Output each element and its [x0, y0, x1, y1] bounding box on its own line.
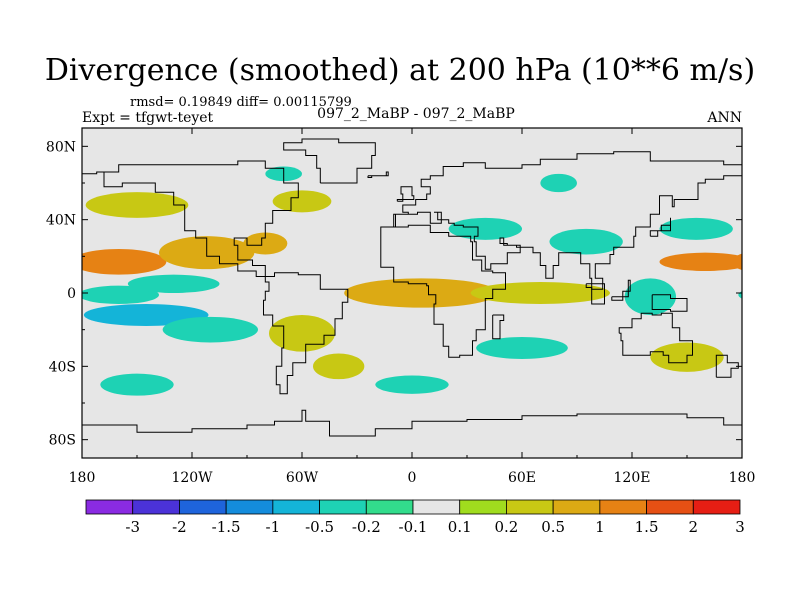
contour-blob — [269, 315, 335, 352]
contour-blob — [127, 274, 220, 294]
contour-blob — [659, 217, 733, 240]
colorbar-label: 3 — [735, 518, 745, 536]
colorbar-label: -0.1 — [399, 518, 428, 536]
season-label: ANN — [707, 110, 742, 126]
y-axis: 80N 40N 0 40S 80S — [46, 139, 742, 449]
x-tick-label: 60W — [286, 470, 319, 486]
contour-blob — [746, 192, 800, 218]
chart-title: Divergence (smoothed) at 200 hPa (10**6 … — [44, 53, 756, 88]
colorbar-label: -1.5 — [212, 518, 241, 536]
contour-blob — [82, 249, 167, 275]
colorbar-label: -1 — [266, 518, 281, 536]
y-tick-label: 0 — [67, 286, 76, 302]
colorbar-swatch — [506, 499, 554, 515]
coastline-path — [103, 160, 299, 277]
coastline-path — [651, 294, 688, 312]
contour-blob — [549, 228, 623, 255]
colorbar-label: -0.2 — [352, 518, 381, 536]
contour-blob — [344, 278, 499, 308]
contour-blob — [760, 374, 800, 396]
experiment-label: Expt = tfgwt-teyet — [82, 110, 214, 126]
colorbar-swatch — [692, 499, 741, 515]
field-contours — [0, 166, 800, 396]
contour-blob — [82, 285, 159, 304]
colorbar-swatch — [459, 499, 507, 515]
coastlines — [82, 138, 742, 437]
coastline-path — [263, 272, 349, 395]
colorbar-label: 1.5 — [635, 518, 659, 536]
contour-blob — [659, 252, 742, 271]
contour-blob — [162, 316, 258, 343]
contour-blob — [448, 217, 522, 240]
contour-blob — [624, 278, 676, 315]
x-tick-label: 120E — [614, 470, 651, 486]
colorbar-label: 0.1 — [448, 518, 472, 536]
y-tick-label: 40S — [49, 359, 76, 375]
x-tick-label: 0 — [408, 470, 417, 486]
contour-blob — [738, 291, 742, 299]
coastline-path — [618, 312, 693, 364]
colorbar-label: -3 — [125, 518, 140, 536]
contour-blob — [470, 282, 610, 304]
coastline-path — [82, 409, 742, 437]
coastline-path — [611, 279, 631, 301]
coastline-path — [283, 138, 376, 184]
contour-blob — [540, 173, 578, 193]
coastline-path — [396, 186, 415, 202]
coastline-path — [82, 171, 104, 175]
colorbar-label: 0.5 — [541, 518, 565, 536]
contour-blob — [85, 192, 189, 218]
contour-blob — [243, 232, 288, 255]
colorbar-swatch — [552, 499, 601, 515]
colorbar-swatch — [179, 499, 227, 515]
colorbar-label: 1 — [595, 518, 605, 536]
colorbar-label: 0.2 — [494, 518, 518, 536]
x-tick-label: 180 — [69, 470, 96, 486]
coastline-path — [649, 217, 671, 237]
coastline-path — [367, 171, 389, 178]
contour-blob — [100, 373, 174, 396]
coastline-path — [393, 151, 742, 290]
coastline-path — [715, 354, 739, 378]
colorbar-swatch — [412, 499, 461, 515]
coastline-path — [585, 283, 605, 305]
coastline-path — [380, 224, 506, 358]
colorbar-swatch — [365, 499, 414, 515]
x-tick-label: 120W — [171, 470, 213, 486]
colorbar-label: -2 — [172, 518, 187, 536]
contour-blob — [313, 353, 365, 380]
x-tick-label: 60E — [508, 470, 536, 486]
contour-blob — [0, 278, 16, 315]
colorbar-swatch — [85, 499, 134, 515]
contour-blob — [788, 275, 800, 293]
x-tick-label: 180 — [729, 470, 756, 486]
y-tick-label: 80S — [49, 433, 76, 449]
contour-blob — [82, 256, 92, 268]
contour-blob — [272, 190, 332, 213]
case-label: 097_2_MaBP - 097_2_MaBP — [317, 106, 515, 122]
colorbar: -3 -2 -1.5 -1 -0.5 -0.2 -0.1 0.1 0.2 0.5 1 1.5 2 3 — [85, 499, 745, 536]
colorbar-label: -0.5 — [305, 518, 334, 536]
colorbar-swatch — [272, 499, 320, 515]
colorbar-label: 2 — [689, 518, 699, 536]
colorbar-swatch — [132, 499, 180, 515]
colorbar-swatch — [646, 499, 694, 515]
x-axis: 180 120W 60W 0 60E 120E 180 — [69, 128, 756, 486]
contour-blob — [375, 375, 449, 394]
contour-blob — [744, 304, 800, 326]
contour-blob — [476, 337, 568, 359]
colorbar-swatch — [319, 499, 367, 515]
y-tick-label: 40N — [46, 213, 76, 229]
colorbar-swatch — [599, 499, 647, 515]
y-tick-label: 80N — [46, 139, 76, 155]
coastline-path — [492, 314, 505, 340]
stats-label: rmsd= 0.19849 diff= 0.00115799 — [130, 95, 352, 110]
colorbar-swatch — [225, 499, 274, 515]
